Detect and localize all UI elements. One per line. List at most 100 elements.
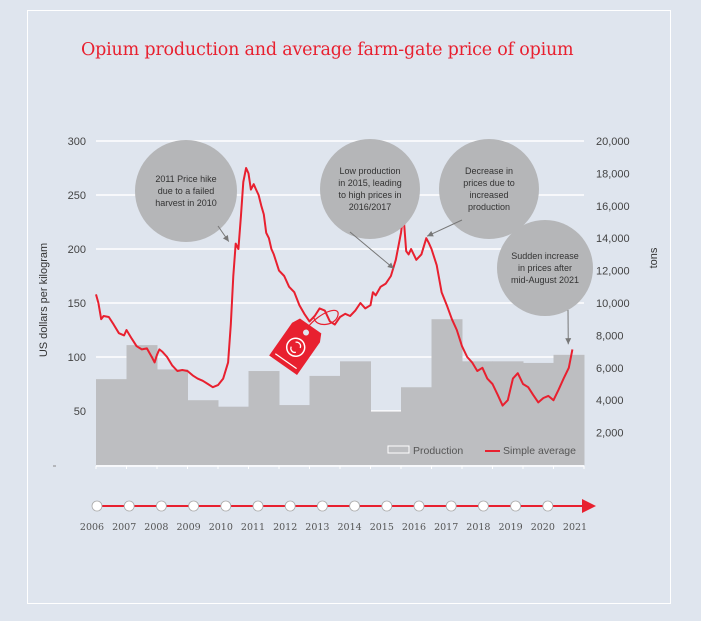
year-label: 2006	[80, 522, 104, 533]
annotation-bubble: 2011 Price hike due to a failed harvest in…	[135, 140, 237, 242]
timeline: 2006 2007 2008 2009 2010 2011 2012 2013 2014 2015…	[80, 499, 596, 533]
legend-swatch-production	[387, 445, 410, 454]
right-axis-ticks: 20,000 18,000 16,000 14,000 12,000 10,000 8,00…	[596, 136, 630, 440]
chart-title: Opium production and average farm-gate p…	[81, 40, 574, 60]
year-label: 2010	[209, 522, 233, 533]
annotation-text: 2011 Price hike	[155, 174, 216, 184]
production-bar	[553, 354, 585, 465]
price-line	[95, 167, 574, 407]
production-bar	[248, 371, 280, 465]
annotation-bubble: Decrease in prices due to increased product…	[426, 139, 539, 239]
annotation-text: harvest in 2010	[155, 198, 217, 208]
y2-tick-label: 16,000	[596, 201, 630, 213]
year-label: 2009	[177, 522, 201, 533]
y-tick-label: 200	[68, 244, 86, 256]
price-tag	[269, 318, 322, 376]
production-bars	[96, 319, 585, 465]
year-label: 2011	[241, 522, 265, 533]
timeline-dot	[510, 500, 521, 512]
legend-label-production: Production	[413, 445, 463, 457]
y2-tick-label: 10,000	[596, 298, 630, 310]
price-tag-icon	[269, 309, 339, 376]
year-label: 2013	[305, 522, 329, 533]
annotation-text: increased	[469, 190, 508, 200]
production-bar	[492, 361, 524, 465]
y2-tick-label: 6,000	[596, 363, 624, 375]
annotation-arrow	[349, 231, 395, 269]
timeline-dot	[316, 500, 328, 512]
annotation-bubble: Sudden increase in prices after mid-August…	[497, 220, 593, 345]
annotation-text: 2016/2017	[349, 202, 392, 212]
timeline-dot	[381, 500, 393, 512]
y-tick-label: 100	[68, 352, 86, 364]
y2-tick-label: 14,000	[596, 233, 630, 245]
arrow-head	[222, 234, 229, 242]
timeline-dot	[155, 500, 167, 512]
y2-tick-label: 2,000	[596, 428, 624, 440]
arrow-head	[387, 262, 394, 269]
y2-tick-label: 18,000	[596, 168, 630, 180]
timeline-dot	[413, 500, 425, 512]
y2-axis-label: tons	[648, 247, 660, 268]
production-bar	[157, 369, 188, 465]
year-label: 2021	[563, 522, 587, 533]
production-bar	[279, 405, 310, 465]
annotation-text: prices due to	[463, 178, 515, 188]
y-tick-label: 150	[68, 298, 86, 310]
year-label: 2008	[144, 522, 168, 533]
timeline-dot	[123, 500, 135, 512]
timeline-dot	[91, 500, 103, 512]
year-label: 2016	[402, 522, 426, 533]
production-bar	[370, 411, 402, 465]
y-tick-label: 50	[74, 406, 86, 418]
y-tick-label: 250	[68, 190, 86, 202]
tag-hole	[303, 329, 310, 336]
annotation-bubble: Low production in 2015, leading to high pr…	[320, 139, 420, 269]
annotation-text: Decrease in	[465, 166, 513, 176]
year-label: 2007	[112, 522, 136, 533]
arrow-head	[427, 230, 434, 237]
production-bar	[431, 319, 463, 465]
year-label: 2020	[531, 522, 555, 533]
timeline-dot	[220, 500, 232, 512]
year-label: 2018	[466, 522, 490, 533]
price-series-line	[95, 167, 574, 407]
timeline-dot	[349, 500, 361, 512]
annotations: 2011 Price hike due to a failed harvest in…	[135, 139, 593, 345]
y-tick-label: 300	[68, 136, 86, 148]
year-label: 2014	[338, 522, 362, 533]
y-axis-label: US dollars per kilogram	[38, 243, 50, 357]
production-bar	[309, 375, 341, 465]
timeline-dot	[542, 500, 554, 512]
bubble-circle	[135, 140, 237, 242]
tag-stripe	[274, 353, 297, 370]
production-bar	[340, 361, 371, 465]
x-axis-baseline	[53, 465, 585, 469]
bubble-circle	[320, 139, 420, 239]
annotation-text: mid-August 2021	[511, 275, 579, 285]
timeline-dot	[188, 500, 200, 512]
annotation-text: production	[468, 202, 510, 212]
timeline-arrow	[582, 499, 596, 513]
legend: Production Simple average	[387, 445, 576, 457]
bubble-circle	[497, 220, 593, 316]
annotation-text: Low production	[339, 166, 400, 176]
production-bar	[462, 361, 493, 465]
annotation-text: in prices after	[518, 263, 572, 273]
production-bar	[126, 345, 158, 465]
year-label: 2017	[434, 522, 458, 533]
year-label: 2019	[499, 522, 523, 533]
bubble-circle	[439, 139, 539, 239]
tag-coin	[285, 337, 306, 358]
annotation-arrow	[426, 219, 463, 237]
year-label: 2012	[273, 522, 297, 533]
timeline-dot	[445, 500, 457, 512]
arrow-head	[565, 338, 572, 345]
y2-tick-label: 20,000	[596, 136, 630, 148]
timeline-dot	[284, 500, 296, 512]
production-bar	[523, 362, 554, 465]
production-bar	[187, 400, 219, 465]
annotation-text: to high prices in	[338, 190, 401, 200]
legend-label-simple-average: Simple average	[503, 445, 576, 457]
